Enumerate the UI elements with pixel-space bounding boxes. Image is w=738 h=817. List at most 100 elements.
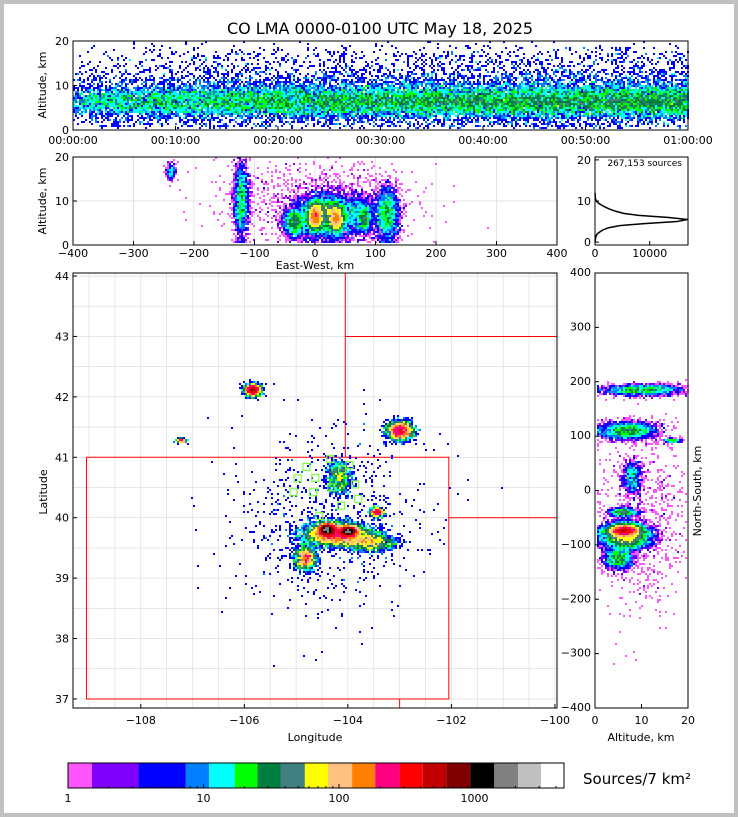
density-cell xyxy=(243,97,245,99)
density-cell xyxy=(645,101,647,103)
density-cell xyxy=(433,83,435,85)
density-cell xyxy=(205,113,207,115)
density-cell xyxy=(335,109,337,111)
density-cell xyxy=(679,95,681,97)
density-cell xyxy=(595,99,597,101)
density-cell xyxy=(285,107,287,109)
density-cell xyxy=(479,81,481,83)
density-cell xyxy=(427,101,429,103)
density-cell xyxy=(651,101,653,103)
density-cell xyxy=(629,85,631,87)
density-cell xyxy=(647,107,649,109)
density-cell xyxy=(589,101,591,103)
density-cell xyxy=(265,119,267,121)
density-cell xyxy=(491,87,493,89)
density-cell xyxy=(285,99,287,101)
density-cell xyxy=(299,87,301,89)
density-cell xyxy=(193,87,195,89)
density-cell xyxy=(337,101,339,103)
density-cell xyxy=(269,99,271,101)
density-cell xyxy=(251,111,253,113)
density-cell xyxy=(375,95,377,97)
density-cell xyxy=(355,97,357,99)
density-cell xyxy=(557,103,559,105)
density-cell xyxy=(173,103,175,105)
density-cell xyxy=(167,99,169,101)
density-cell xyxy=(611,113,613,115)
density-cell xyxy=(447,119,449,121)
density-cell xyxy=(499,97,501,99)
density-cell xyxy=(205,97,207,99)
density-cell xyxy=(581,89,583,91)
density-cell xyxy=(499,101,501,103)
density-cell xyxy=(239,91,241,93)
density-cell xyxy=(487,93,489,95)
density-cell xyxy=(595,101,597,103)
density-cell xyxy=(507,81,509,83)
density-cell xyxy=(347,107,349,109)
density-cell xyxy=(527,109,529,111)
density-cell xyxy=(381,93,383,95)
density-cell xyxy=(285,103,287,105)
density-cell xyxy=(91,81,93,83)
density-cell xyxy=(363,87,365,89)
density-cell xyxy=(521,103,523,105)
density-cell xyxy=(455,107,457,109)
density-cell xyxy=(255,91,257,93)
density-cell xyxy=(477,109,479,111)
density-cell xyxy=(355,91,357,93)
density-cell xyxy=(227,93,229,95)
density-cell xyxy=(609,101,611,103)
density-cell xyxy=(353,81,355,83)
density-cell xyxy=(589,109,591,111)
density-cell xyxy=(455,101,457,103)
density-cell xyxy=(663,107,665,109)
density-cell xyxy=(233,95,235,97)
density-cell xyxy=(685,99,687,101)
density-cell xyxy=(143,91,145,93)
density-cell xyxy=(399,99,401,101)
density-cell xyxy=(229,91,231,93)
density-cell xyxy=(623,107,625,109)
density-cell xyxy=(513,109,515,111)
density-cell xyxy=(313,113,315,115)
density-cell xyxy=(195,105,197,107)
density-cell xyxy=(315,91,317,93)
density-cell xyxy=(597,113,599,115)
density-cell xyxy=(571,113,573,115)
density-cell xyxy=(567,113,569,115)
density-cell xyxy=(587,105,589,107)
density-cell xyxy=(421,107,423,109)
density-cell xyxy=(527,111,529,113)
density-cell xyxy=(505,103,507,105)
density-cell xyxy=(173,113,175,115)
density-cell xyxy=(89,95,91,97)
density-cell xyxy=(259,99,261,101)
density-cell xyxy=(119,107,121,109)
density-cell xyxy=(431,101,433,103)
density-cell xyxy=(683,87,685,89)
density-cell xyxy=(257,101,259,103)
density-cell xyxy=(259,101,261,103)
density-cell xyxy=(159,111,161,113)
density-cell xyxy=(439,85,441,87)
density-cell xyxy=(173,85,175,87)
density-cell xyxy=(167,103,169,105)
density-cell xyxy=(219,101,221,103)
density-cell xyxy=(113,87,115,89)
density-cell xyxy=(125,101,127,103)
density-cell xyxy=(677,103,679,105)
density-cell xyxy=(283,87,285,89)
density-cell xyxy=(565,113,567,115)
density-cell xyxy=(403,81,405,83)
density-cell xyxy=(455,93,457,95)
density-cell xyxy=(483,101,485,103)
density-cell xyxy=(509,95,511,97)
density-cell xyxy=(663,97,665,99)
density-cell xyxy=(675,113,677,115)
density-cell xyxy=(301,103,303,105)
density-cell xyxy=(517,89,519,91)
density-cell xyxy=(383,93,385,95)
density-cell xyxy=(515,93,517,95)
density-cell xyxy=(91,117,93,119)
